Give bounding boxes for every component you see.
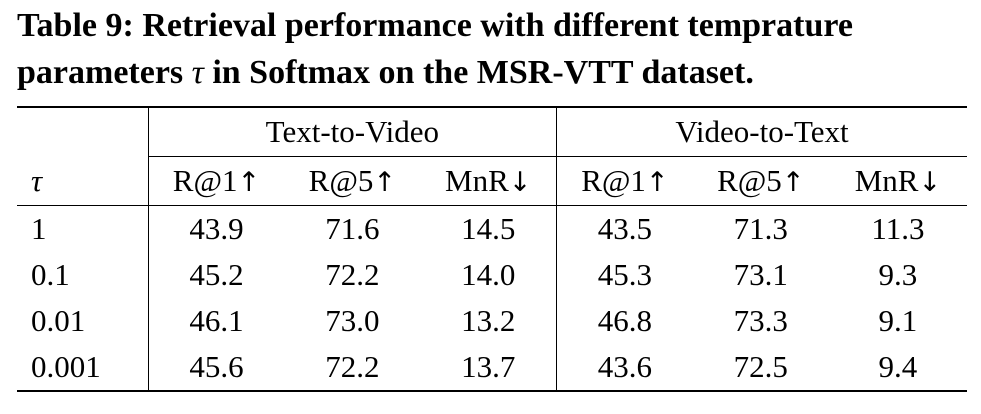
caption-line-2-prefix: parameters: [17, 54, 192, 91]
v2t-mnr-value: 11.3: [871, 211, 925, 246]
v2t-r1-value: 46.8: [556, 298, 693, 344]
v2t-r1-value: 43.5: [556, 205, 693, 252]
t2v-r1-value: 46.1: [147, 298, 285, 344]
arrow-up-icon: ↑: [781, 167, 805, 198]
arrow-down-icon: ↓: [918, 167, 942, 198]
metric-header-v2t-r1: R@1↑: [556, 156, 693, 206]
group-header-video-to-text: Video-to-Text: [556, 107, 967, 157]
v2t-r1-value: 45.3: [556, 252, 693, 298]
t2v-r5-value: 71.6: [325, 211, 380, 246]
group-header-row: Text-to-Video Video-to-Text: [17, 107, 967, 157]
metric-name: R@1: [172, 163, 238, 198]
v2t-mnr-value: 9.4: [878, 349, 918, 384]
v2t-r5-value: 72.5: [733, 349, 788, 384]
table-caption: Table 9: Retrieval performance with diff…: [17, 2, 972, 96]
empty-corner-cell: [17, 107, 148, 157]
t2v-r1-value: 45.6: [147, 344, 285, 391]
v2t-r5-value: 73.3: [733, 303, 788, 338]
caption-line-2: parameters τ in Softmax on the MSR-VTT d…: [17, 49, 972, 96]
table-row: 0.1 45.2 72.2 14.0 45.3 73.1 9.3: [17, 252, 967, 298]
metric-header-t2v-mnr: MnR↓: [420, 156, 557, 206]
metric-header-v2t-mnr: MnR↓: [828, 156, 967, 206]
t2v-mnr-value: 13.7: [461, 349, 516, 384]
t2v-r5-value: 73.0: [325, 303, 380, 338]
t2v-mnr-value: 14.5: [461, 211, 516, 246]
metric-name: MnR: [445, 163, 509, 198]
metric-header-t2v-r5: R@5↑: [284, 156, 421, 206]
t2v-r1-value: 43.9: [147, 205, 285, 252]
caption-line-2-suffix: in Softmax on the MSR-VTT dataset.: [203, 54, 754, 91]
t2v-r5-value: 72.2: [325, 349, 380, 384]
group-header-text-to-video: Text-to-Video: [147, 107, 557, 157]
caption-line-1: Table 9: Retrieval performance with diff…: [17, 7, 853, 44]
metric-header-v2t-r5: R@5↑: [692, 156, 829, 206]
table-row-best: 0.01 46.1 73.0 13.2 46.8 73.3 9.1: [17, 298, 967, 344]
tau-value: 0.1: [31, 257, 70, 292]
table-row: 0.001 45.6 72.2 13.7 43.6 72.5 9.4: [17, 344, 967, 391]
tau-value: 0.01: [31, 303, 86, 338]
t2v-r1-value: 45.2: [147, 252, 285, 298]
t2v-mnr-value: 13.2: [461, 303, 516, 338]
arrow-down-icon: ↓: [508, 167, 532, 198]
metric-header-t2v-r1: R@1↑: [147, 156, 285, 206]
tau-value: 0.001: [31, 349, 101, 384]
tau-value: 1: [31, 211, 47, 246]
t2v-mnr-value: 14.0: [461, 257, 516, 292]
caption-tau-symbol: τ: [191, 54, 204, 91]
v2t-r5-value: 71.3: [733, 211, 788, 246]
metric-name: R@5: [308, 163, 374, 198]
v2t-mnr-value: 9.3: [878, 257, 918, 292]
table-row: 1 43.9 71.6 14.5 43.5 71.3 11.3: [17, 205, 967, 252]
metric-name: MnR: [854, 163, 919, 198]
arrow-up-icon: ↑: [645, 167, 669, 198]
v2t-r1-value: 43.6: [556, 344, 693, 391]
arrow-up-icon: ↑: [373, 167, 397, 198]
tau-column-header: τ: [17, 156, 149, 206]
tau-header-symbol: τ: [31, 162, 43, 198]
arrow-up-icon: ↑: [237, 167, 261, 198]
v2t-r5-value: 73.1: [733, 257, 788, 292]
metric-header-row: τ R@1↑ R@5↑ MnR↓ R@1↑ R@5↑ MnR↓: [17, 156, 967, 206]
results-table: Text-to-Video Video-to-Text τ R@1↑ R@5↑ …: [17, 106, 967, 392]
t2v-r5-value: 72.2: [325, 257, 380, 292]
metric-name: R@1: [581, 163, 646, 198]
metric-name: R@5: [717, 163, 782, 198]
v2t-mnr-value: 9.1: [878, 303, 918, 338]
